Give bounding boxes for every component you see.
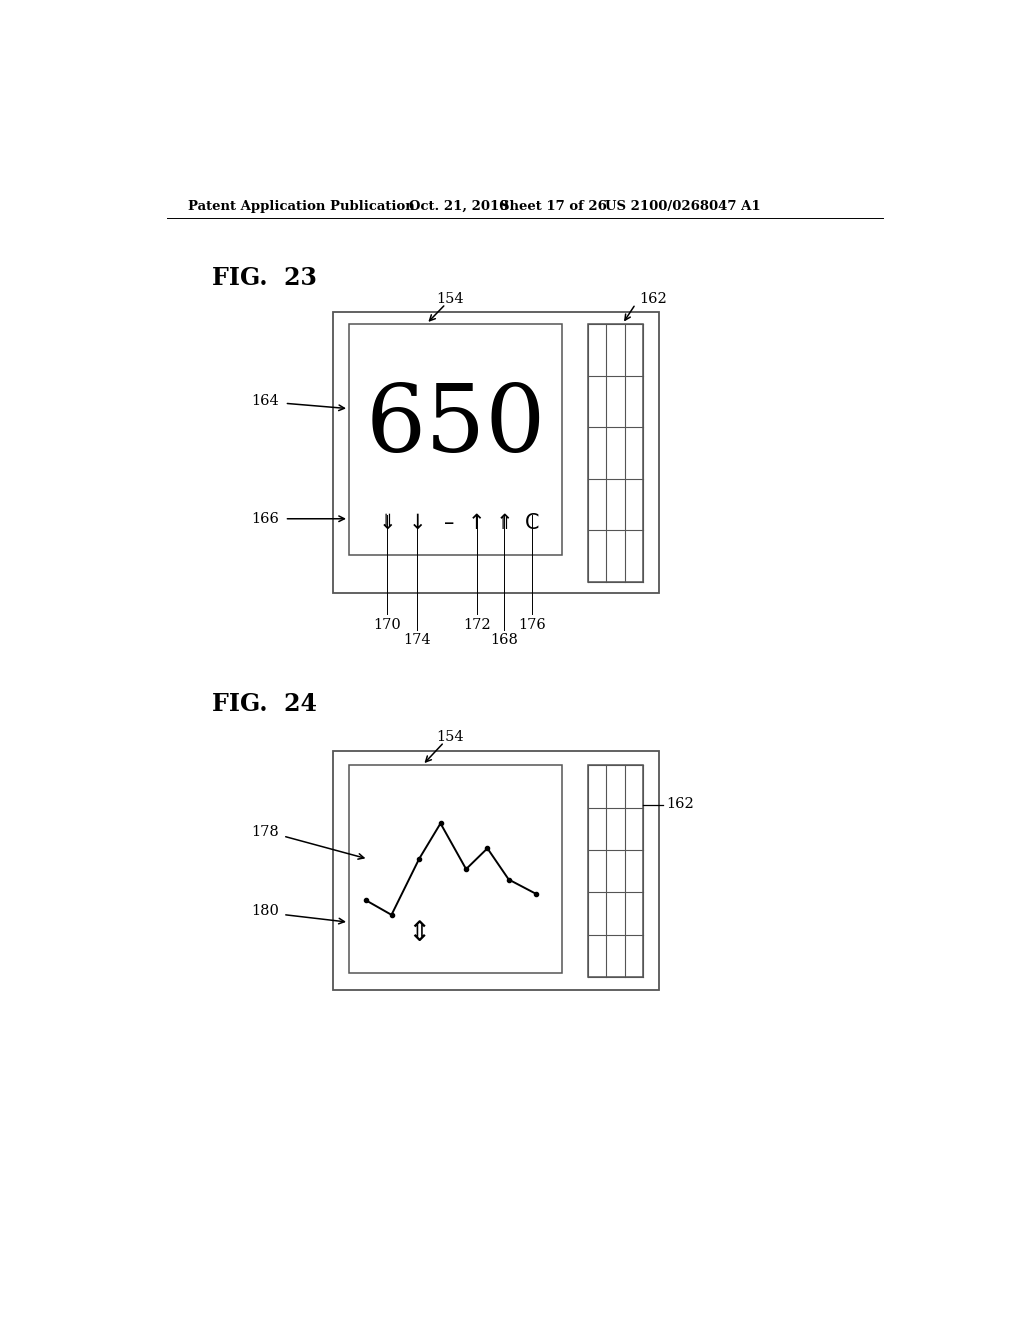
Text: ↑: ↑ [468, 512, 485, 532]
Bar [349, 766, 562, 973]
Text: 178: 178 [251, 825, 280, 840]
Bar [589, 323, 643, 582]
Text: ⇑: ⇑ [496, 512, 513, 532]
Bar [589, 766, 643, 977]
Text: 154: 154 [436, 292, 464, 306]
Bar [334, 751, 658, 990]
Text: 162: 162 [666, 797, 693, 810]
Text: Sheet 17 of 26: Sheet 17 of 26 [500, 199, 607, 213]
Text: 176: 176 [518, 618, 546, 632]
Text: 164: 164 [251, 393, 280, 408]
Text: FIG.  24: FIG. 24 [212, 692, 316, 715]
Text: Patent Application Publication: Patent Application Publication [188, 199, 415, 213]
Bar [349, 323, 562, 554]
Text: 166: 166 [251, 512, 280, 525]
Text: C: C [525, 512, 540, 532]
Bar [334, 313, 658, 594]
Text: Oct. 21, 2010: Oct. 21, 2010 [409, 199, 508, 213]
Text: 172: 172 [463, 618, 490, 632]
Text: 168: 168 [490, 634, 518, 647]
Text: ⇓: ⇓ [379, 512, 396, 532]
Text: 174: 174 [403, 634, 431, 647]
Text: ↓: ↓ [409, 512, 426, 532]
Text: 650: 650 [366, 380, 546, 471]
Text: 180: 180 [251, 904, 280, 919]
Text: 154: 154 [436, 730, 464, 744]
Text: US 2100/0268047 A1: US 2100/0268047 A1 [605, 199, 761, 213]
Text: ⇕: ⇕ [408, 919, 431, 946]
Text: FIG.  23: FIG. 23 [212, 265, 316, 290]
Text: 162: 162 [640, 292, 668, 306]
Text: 170: 170 [374, 618, 401, 632]
Text: –: – [443, 512, 455, 532]
